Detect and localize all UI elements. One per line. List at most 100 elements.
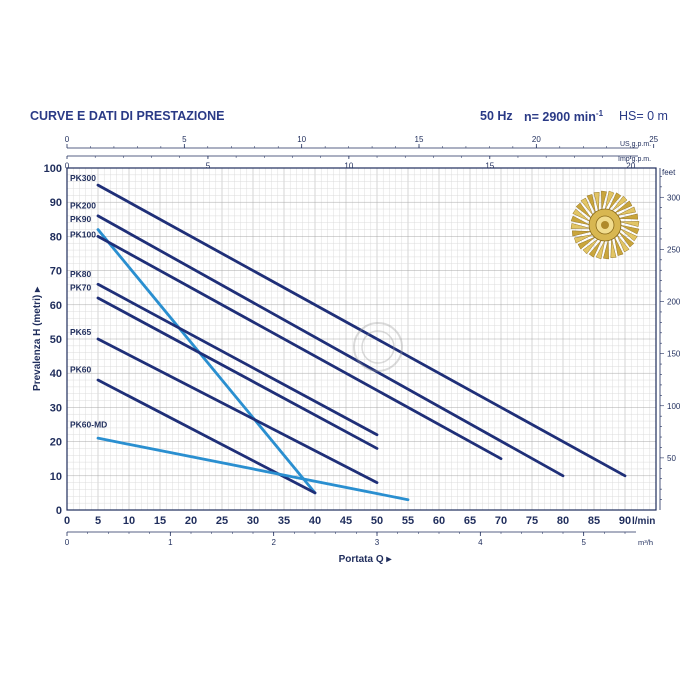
series-label-pk300: PK300 (70, 173, 96, 183)
m3h-tick-label: 4 (478, 538, 483, 547)
feet-tick-label: 150 (667, 350, 681, 359)
series-line-pk70 (96, 296, 379, 450)
impeller-vane (603, 239, 609, 260)
feet-tick-label: 300 (667, 193, 681, 202)
impeller-vane (619, 224, 640, 235)
m3h-tick-label: 5 (581, 538, 586, 547)
m3h-tick-label: 2 (271, 538, 276, 547)
us-gpm-tick-label: 15 (415, 135, 424, 144)
y-tick-label: 60 (50, 300, 62, 312)
plot-frame (66, 167, 657, 511)
x-tick-label: 25 (216, 515, 228, 527)
series-line-pk200 (96, 214, 565, 478)
y-tick-label: 90 (50, 197, 62, 209)
x-tick-label: 80 (557, 515, 569, 527)
y-axis-title: Prevalenza H (metri) ▸ (32, 286, 43, 391)
imp-gpm-tick-label: 0 (65, 162, 70, 171)
x-tick-label: 65 (464, 515, 476, 527)
series-label-pk100: PK100 (70, 230, 96, 240)
impeller-vane (619, 221, 640, 227)
x-tick-label: 60 (433, 515, 445, 527)
y-tick-label: 50 (50, 334, 62, 346)
series-line-pk60-md (96, 436, 410, 502)
impeller-vane (574, 234, 594, 244)
series-label-pk90: PK90 (70, 214, 92, 224)
imp-gpm-tick-label: 5 (206, 162, 211, 171)
impeller-vane (616, 206, 636, 216)
impeller-vane (619, 228, 638, 242)
impeller-vane (618, 213, 638, 220)
impeller-vane (572, 230, 592, 237)
series-label-pk60: PK60 (70, 365, 92, 375)
series-line-pk100 (96, 234, 503, 461)
x-tick-label: 55 (402, 515, 414, 527)
x-tick-label: 15 (154, 515, 166, 527)
y-tick-label: 10 (50, 471, 62, 483)
speed-text: n= 2900 min (524, 110, 596, 125)
y-tick-label: 80 (50, 231, 62, 243)
impeller-vane (593, 192, 600, 212)
impeller-vane (588, 239, 602, 258)
m3h-tick-label: 0 (65, 538, 70, 547)
watermark-logo (353, 322, 403, 372)
imp-gpm-tick-label: 15 (485, 162, 494, 171)
x-tick-label: 50 (371, 515, 383, 527)
x-tick-label: 20 (185, 515, 197, 527)
us-gpm-tick-label: 5 (182, 135, 187, 144)
x-tick-label: 70 (495, 515, 507, 527)
us-gpm-unit-label: US g.p.m. (620, 141, 651, 148)
x-tick-label: 40 (309, 515, 321, 527)
impeller-vane (618, 231, 635, 248)
x-axis-title: Portata Q ▸ (339, 554, 393, 565)
impeller-vane (577, 236, 596, 250)
impeller-vane (608, 192, 622, 211)
us-gpm-tick-label: 25 (649, 135, 658, 144)
y-tick-label: 100 (44, 163, 62, 175)
imp-gpm-unit-label: Imp g.p.m. (618, 156, 651, 163)
x-tick-label: 30 (247, 515, 259, 527)
impeller-vane (604, 190, 615, 211)
x-tick-label: 85 (588, 515, 600, 527)
grid (66, 167, 657, 511)
x-unit-label: l/min (632, 516, 655, 527)
series-label-pk80: PK80 (70, 269, 92, 279)
x-tick-label: 5 (95, 515, 101, 527)
impeller-vane (572, 208, 591, 222)
watermark-inner-ring (361, 330, 395, 364)
feet-tick-label: 200 (667, 298, 681, 307)
feet-unit-label: feet (662, 168, 676, 177)
us-gpm-tick-label: 10 (297, 135, 306, 144)
us-gpm-tick-label: 0 (65, 135, 70, 144)
impeller-vane (601, 190, 607, 211)
y-tick-label: 0 (56, 505, 62, 517)
y-tick-label: 70 (50, 266, 62, 278)
impeller-vane (595, 239, 606, 260)
x-tick-label: 90 (619, 515, 631, 527)
impeller-vane (616, 234, 630, 253)
x-tick-label: 0 (64, 515, 70, 527)
m3h-unit-label: m³/h (638, 538, 653, 547)
y-tick-label: 20 (50, 437, 62, 449)
y-tick-label: 30 (50, 402, 62, 414)
m3h-tick-label: 3 (375, 538, 380, 547)
x-tick-label: 35 (278, 515, 290, 527)
us-gpm-tick-label: 20 (532, 135, 541, 144)
series-line-pk65 (96, 337, 379, 485)
impeller-vane (570, 215, 591, 226)
imp-gpm-tick-label: 20 (626, 162, 635, 171)
impeller-icon (570, 190, 640, 260)
series-label-pk65: PK65 (70, 327, 92, 337)
series-label-pk200: PK200 (70, 200, 96, 210)
frequency-label: 50 Hz (480, 109, 513, 123)
x-tick-label: 10 (123, 515, 135, 527)
x-tick-label: 45 (340, 515, 352, 527)
hs-label: HS= 0 m (619, 109, 668, 123)
series-line-pk300 (96, 183, 627, 478)
y-tick-label: 40 (50, 368, 62, 380)
series-label-pk60-md: PK60-MD (70, 419, 107, 429)
impeller-vane (614, 236, 624, 256)
impeller-vane (614, 200, 633, 214)
series-line-pk90 (96, 228, 317, 495)
impeller-vane (582, 238, 599, 255)
series-line-pk80 (96, 282, 379, 437)
